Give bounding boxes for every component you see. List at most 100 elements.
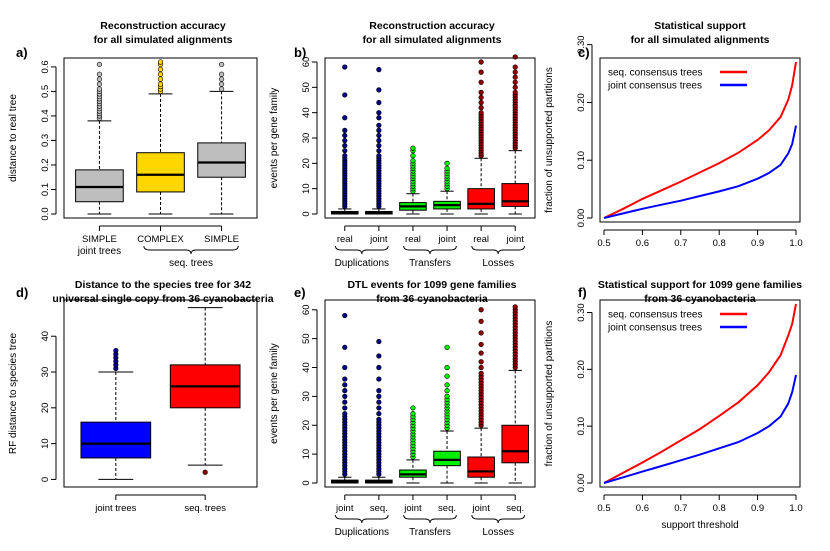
chart-title-line: Reconstruction accuracy <box>369 20 495 32</box>
x-tick-label: 1.0 <box>789 503 802 514</box>
outlier-point <box>96 61 103 68</box>
outlier-point <box>218 86 225 92</box>
y-tick-label: 0 <box>40 477 51 482</box>
outlier-point <box>342 411 348 417</box>
outlier-point <box>478 99 484 106</box>
box-1 <box>75 61 124 215</box>
group-brace <box>403 514 457 524</box>
outlier-point <box>342 312 348 319</box>
outlier-point <box>342 132 348 139</box>
outlier-point <box>376 99 382 106</box>
y-tick-label: 40 <box>40 331 51 342</box>
x-tick-label: seq. trees <box>184 503 226 514</box>
box-3 <box>197 61 246 215</box>
y-tick-label: 0.00 <box>576 474 587 493</box>
x-tick-label: joint trees <box>94 503 136 514</box>
outlier-point <box>376 110 382 116</box>
y-axis-label: RF distance to species tree <box>8 332 19 454</box>
x-tick-label: 0.6 <box>636 238 649 249</box>
y-tick-label: 0.00 <box>576 209 587 228</box>
group-brace <box>471 514 525 524</box>
box-3 <box>399 405 427 484</box>
x-tick-label: 0.8 <box>713 238 726 249</box>
outlier-point <box>376 137 382 144</box>
panel-label: a) <box>16 45 28 60</box>
outlier-point <box>342 143 348 149</box>
plot-frame <box>324 299 536 488</box>
outlier-point <box>218 71 225 77</box>
outlier-point <box>512 54 518 60</box>
outlier-point <box>113 347 119 354</box>
x-tick-label: joint <box>437 234 456 245</box>
chart-title-line: from 36 cyanobacteria <box>644 293 756 305</box>
y-tick-label: 20 <box>301 420 312 431</box>
outlier-point <box>218 76 225 82</box>
y-tick-label: 0.3 <box>40 134 51 147</box>
box-1 <box>330 312 359 484</box>
y-tick-label: 0.1 <box>40 183 51 196</box>
y-axis-label: fraction of unsupported partitions <box>544 321 555 467</box>
outlier-point <box>342 92 348 98</box>
panel-label: f) <box>578 285 587 300</box>
group-label: Losses <box>482 527 514 538</box>
x-tick-label: 0.7 <box>674 238 687 249</box>
panel-c: c) Statistical support for all simulated a… <box>544 20 803 249</box>
panel-label: b) <box>294 45 306 60</box>
box-1 <box>330 64 359 215</box>
box-iqr <box>433 450 461 467</box>
outlier-point <box>157 76 164 82</box>
plot-frame <box>63 299 258 488</box>
y-axis-label: events per gene family <box>269 343 280 444</box>
y-tick-label: 0.20 <box>576 360 587 379</box>
y-tick-label: 50 <box>301 82 312 93</box>
outlier-point <box>478 94 484 101</box>
outlier-point <box>376 393 382 399</box>
outlier-point <box>157 59 164 65</box>
y-tick-label: 10 <box>301 449 312 460</box>
legend-label: joint consensus trees <box>607 81 702 92</box>
y-axis-label: events per gene family <box>269 88 280 189</box>
outlier-point <box>376 376 382 382</box>
x-tick-label: joint <box>471 503 490 514</box>
panel-a: a) Reconstruction accuracy for all simulat… <box>8 20 258 269</box>
x-tick-label: seq. <box>506 503 524 514</box>
outlier-point <box>512 84 518 90</box>
x-tick-label: 0.9 <box>751 503 764 514</box>
outlier-point <box>157 66 164 72</box>
outlier-point <box>444 160 450 166</box>
chart-title-line: Reconstruction accuracy <box>100 20 226 32</box>
box-iqr <box>136 152 185 193</box>
outlier-point <box>410 158 416 164</box>
outlier-point <box>218 81 225 87</box>
outlier-point <box>376 353 382 359</box>
outlier-point <box>96 76 103 82</box>
outlier-point <box>342 393 348 399</box>
box-3 <box>399 145 427 215</box>
chart-title-line: from 36 cyanobacteria <box>376 293 488 305</box>
outlier-point <box>444 388 450 394</box>
x-tick-label: joint <box>335 503 354 514</box>
y-tick-label: 60 <box>301 304 312 315</box>
outlier-point <box>342 115 348 121</box>
outlier-point <box>342 127 348 133</box>
y-tick-label: 0.0 <box>40 207 51 220</box>
x-tick-label: 0.5 <box>597 503 610 514</box>
chart-title-line: for all simulated alignments <box>94 34 233 46</box>
x-axis-label: support threshold <box>661 520 738 531</box>
outlier-point <box>157 81 164 87</box>
legend-label: seq. consensus trees <box>608 68 703 79</box>
chart-title-line: for all simulated alignments <box>363 34 502 46</box>
group-label: Duplications <box>335 258 389 269</box>
outlier-point <box>444 382 450 388</box>
x-tick-label: real <box>473 234 489 245</box>
group-brace <box>403 245 457 255</box>
plot-frame <box>599 299 801 488</box>
outlier-point <box>444 364 450 371</box>
group-label: Transfers <box>409 258 451 269</box>
outlier-point <box>342 364 348 371</box>
y-tick-label: 0.20 <box>576 93 587 112</box>
series-line-1 <box>603 303 797 484</box>
outlier-point <box>478 341 484 348</box>
box-iqr <box>467 188 495 210</box>
y-tick-label: 40 <box>301 107 312 118</box>
